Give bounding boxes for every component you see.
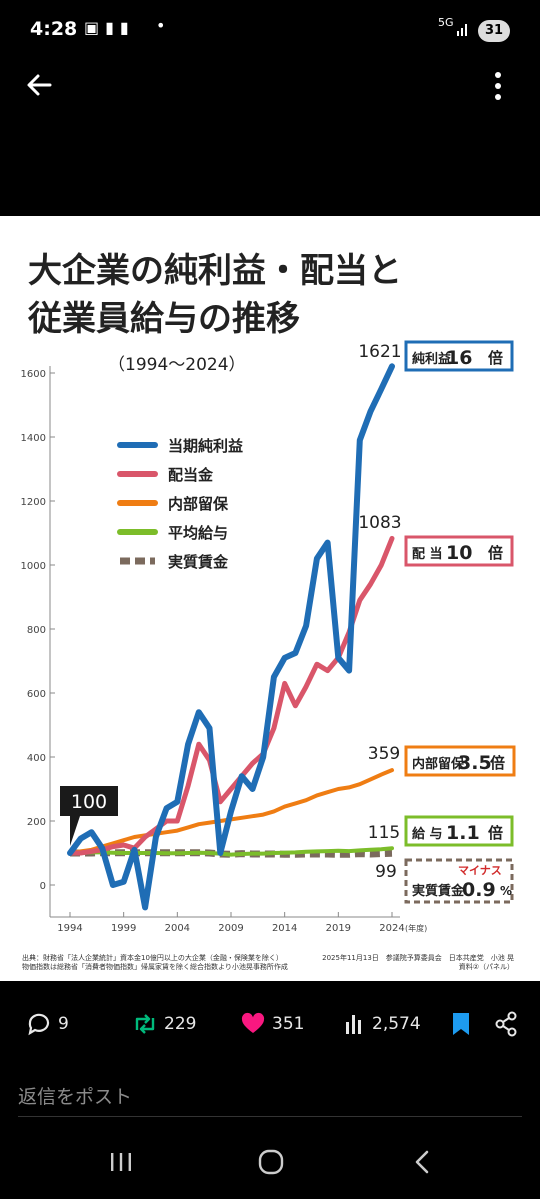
reply-count: 9 — [58, 1014, 69, 1034]
ratio-unit: 倍 — [488, 349, 503, 367]
y-tick-label: 200 — [27, 817, 46, 828]
reply-placeholder[interactable]: 返信をポスト — [18, 1086, 133, 1108]
post-actions: 9 229 351 2,574 — [0, 1000, 540, 1050]
reply-icon — [28, 1013, 50, 1036]
ratio-unit: % — [500, 884, 512, 898]
ratio-value: 1.1 — [446, 822, 480, 844]
signal-icon — [457, 24, 467, 36]
ratio-label: 実質賃金 — [412, 883, 465, 899]
ratio-box — [404, 745, 516, 777]
ratio-label: 内部留保 — [412, 756, 465, 772]
ratio-box — [404, 815, 514, 847]
nav-back-icon[interactable] — [412, 1149, 432, 1175]
chart-title-line-1: 大企業の純利益・配当と — [28, 251, 402, 291]
ratio-box — [404, 340, 514, 372]
top-app-bar — [0, 60, 540, 110]
minus-label: マイナス — [458, 864, 502, 877]
end-value-label: 359 — [368, 744, 400, 764]
y-tick-label: 600 — [27, 689, 46, 700]
legend-label: 当期純利益 — [168, 437, 243, 455]
ratio-value: 3.5 — [458, 752, 492, 774]
more-options-icon[interactable] — [486, 68, 510, 104]
network-label: 5G — [438, 16, 454, 29]
reply-button[interactable]: 9 — [26, 1010, 69, 1038]
series-line — [68, 846, 394, 857]
heart-icon — [241, 1012, 265, 1033]
ratio-label: 給 与 — [412, 826, 443, 842]
legend-label: 平均給与 — [168, 524, 228, 542]
x-tick-label: 2024 — [379, 923, 404, 934]
notification-icons: ▣▮▮ — [84, 18, 135, 37]
views-button[interactable]: 2,574 — [344, 1010, 421, 1038]
chart-title-line-2: 従業員給与の推移 — [27, 299, 300, 339]
battery-badge: 31 — [478, 20, 510, 42]
notification-dot-icon: • — [156, 16, 166, 35]
status-bar: 4:28 ▣▮▮ • 5G 31 — [0, 0, 540, 60]
ratio-unit: 倍 — [488, 824, 503, 842]
start-callout-pointer — [70, 816, 80, 846]
back-arrow-icon[interactable] — [22, 68, 56, 102]
like-button[interactable]: 351 — [240, 1010, 304, 1038]
view-count: 2,574 — [372, 1014, 421, 1034]
y-tick-label: 1400 — [21, 433, 46, 444]
source-line-2: 物価指数は総務省「消費者物価指数」帰属家賃を除く総合指数より小池晃事務所作成 — [22, 962, 288, 971]
repost-count: 229 — [164, 1014, 197, 1034]
y-tick-label: 400 — [27, 753, 46, 764]
y-tick-label: 800 — [27, 625, 46, 636]
ratio-box — [404, 858, 514, 904]
legend-label: 内部留保 — [168, 495, 229, 513]
y-tick-label: 0 — [40, 881, 46, 892]
ratio-value: 0.9 — [462, 879, 496, 901]
x-tick-label: 2014 — [272, 923, 297, 934]
source-line-1: 出典：財務省「法人企業統計」資本金10億円以上の大企業（金融・保険業を除く） — [22, 953, 283, 962]
reply-composer[interactable]: 返信をポスト — [0, 1060, 540, 1120]
x-axis-unit: (年度) — [405, 923, 427, 933]
ratio-value: 16 — [446, 347, 472, 369]
credit-line-1: 2025年11月13日 参議院予算委員会 日本共産党 小池 晃 — [322, 953, 514, 962]
credit-line-2: 資料②（パネル） — [459, 962, 514, 971]
repost-icon — [135, 1014, 155, 1034]
series-line — [67, 363, 395, 911]
x-tick-label: 2019 — [326, 923, 351, 934]
x-tick-label: 2004 — [165, 923, 190, 934]
clock: 4:28 — [30, 18, 78, 40]
ratio-unit: 倍 — [488, 544, 503, 562]
chart-subtitle: （1994～2024） — [108, 355, 246, 375]
end-value-label: 115 — [368, 823, 400, 843]
ratio-label: 配 当 — [412, 546, 443, 562]
end-value-label: 1083 — [358, 513, 401, 533]
y-tick-label: 1600 — [21, 369, 46, 380]
recent-apps-icon[interactable] — [108, 1151, 134, 1173]
legend-label: 配当金 — [168, 466, 214, 484]
start-callout-label: 100 — [71, 791, 107, 813]
views-chart-icon — [346, 1015, 361, 1034]
divider — [18, 1116, 522, 1117]
end-value-label: 99 — [375, 862, 397, 882]
end-value-label: 1621 — [358, 342, 401, 362]
x-tick-label: 2009 — [218, 923, 243, 934]
repost-button[interactable]: 229 — [132, 1010, 196, 1038]
ratio-box — [404, 535, 514, 567]
bookmark-icon[interactable] — [450, 1011, 472, 1037]
ratio-label: 純利益 — [412, 351, 451, 367]
like-count: 351 — [272, 1014, 305, 1034]
ratio-value: 10 — [446, 542, 472, 564]
x-tick-label: 1999 — [111, 923, 136, 934]
system-nav-bar — [0, 1125, 540, 1199]
start-callout-box — [60, 786, 118, 816]
y-tick-label: 1200 — [21, 497, 46, 508]
x-tick-label: 1994 — [57, 923, 82, 934]
chart-image[interactable]: 大企業の純利益・配当と 従業員給与の推移 （1994～2024） 0 200 400 600… — [0, 216, 540, 981]
share-icon[interactable] — [494, 1011, 518, 1037]
legend-label: 実質賃金 — [168, 553, 229, 571]
ratio-unit: 倍 — [490, 754, 505, 772]
home-icon[interactable] — [258, 1149, 284, 1175]
y-tick-label: 1000 — [21, 561, 46, 572]
